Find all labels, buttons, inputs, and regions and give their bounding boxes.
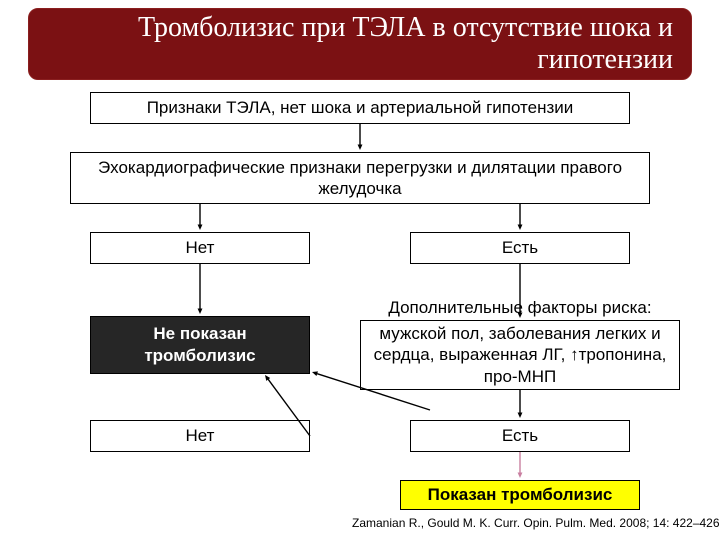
node-yes-1: Есть <box>410 232 630 264</box>
node-not-indicated: Не показан тромболизис <box>90 316 310 374</box>
node-echo: Эхокардиографические признаки перегрузки… <box>70 152 650 204</box>
node-signs: Признаки ТЭЛА, нет шока и артериальной г… <box>90 92 630 124</box>
node-no-2-text: Нет <box>186 425 215 446</box>
arrows-layer <box>0 0 720 540</box>
node-not-indicated-line1: Не показан <box>153 323 246 345</box>
citation-text: Zamanian R., Gould M. K. Curr. Opin. Pul… <box>352 516 720 530</box>
node-not-indicated-line2: тромболизис <box>144 345 255 367</box>
slide-title-text: Тромболизис при ТЭЛА в отсутствие шока и… <box>47 12 673 76</box>
slide-title: Тромболизис при ТЭЛА в отсутствие шока и… <box>28 8 692 80</box>
node-no-1-text: Нет <box>186 237 215 258</box>
node-risk-body: мужской пол, заболевания легких и сердца… <box>360 320 680 390</box>
node-risk-body-text: мужской пол, заболевания легких и сердца… <box>371 323 669 387</box>
node-no-2: Нет <box>90 420 310 452</box>
risk-factors-title-text: Дополнительные факторы риска: <box>388 298 651 317</box>
node-yes-2-text: Есть <box>502 425 538 446</box>
flowchart-stage: Тромболизис при ТЭЛА в отсутствие шока и… <box>0 0 720 540</box>
node-signs-text: Признаки ТЭЛА, нет шока и артериальной г… <box>147 97 574 118</box>
node-echo-text: Эхокардиографические признаки перегрузки… <box>81 157 639 200</box>
node-yes-1-text: Есть <box>502 237 538 258</box>
node-no-1: Нет <box>90 232 310 264</box>
node-indicated: Показан тромболизис <box>400 480 640 510</box>
citation: Zamanian R., Gould M. K. Curr. Opin. Pul… <box>352 516 720 530</box>
risk-factors-title: Дополнительные факторы риска: <box>360 298 680 318</box>
node-indicated-text: Показан тромболизис <box>428 485 613 505</box>
node-yes-2: Есть <box>410 420 630 452</box>
